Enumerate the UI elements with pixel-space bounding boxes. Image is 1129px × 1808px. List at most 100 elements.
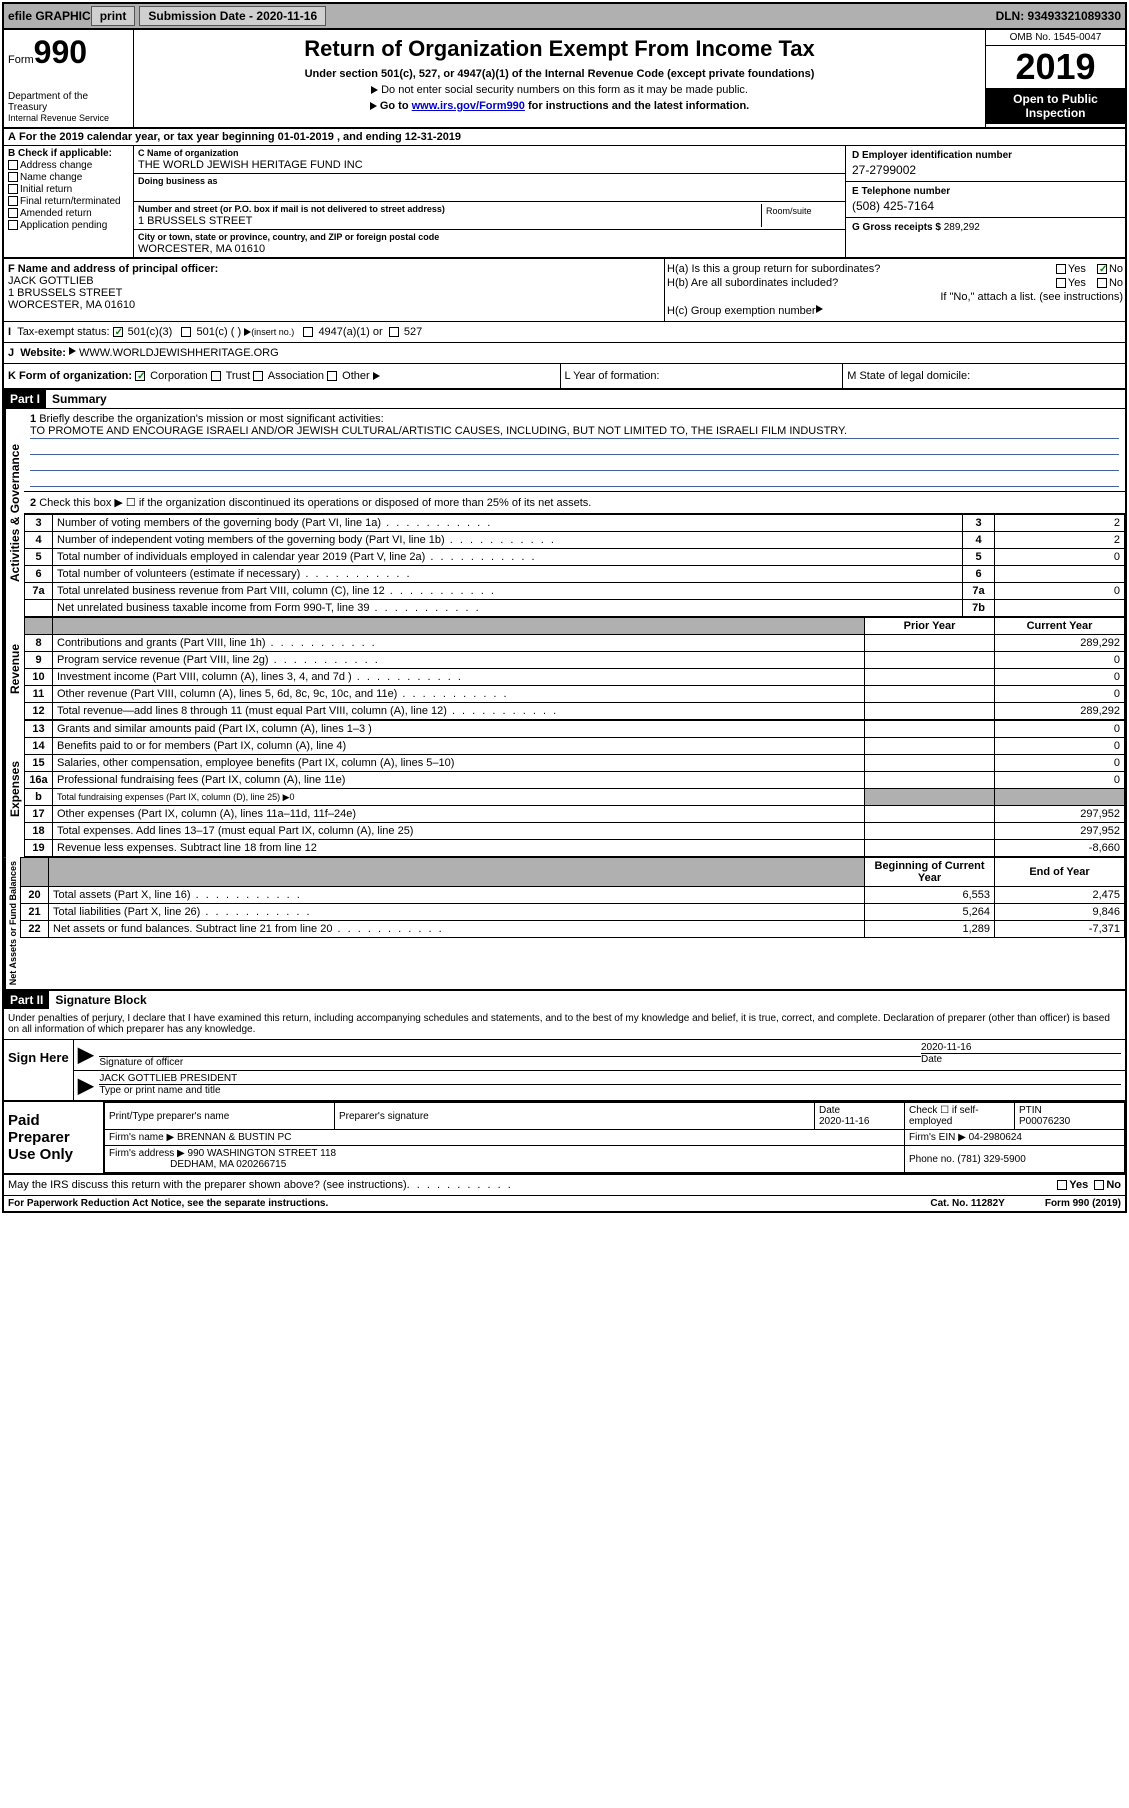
chk-other[interactable] (327, 371, 337, 381)
irs-link[interactable]: www.irs.gov/Form990 (412, 100, 525, 112)
firm-phone-value: (781) 329-5900 (957, 1154, 1025, 1165)
chk-527[interactable] (389, 327, 399, 337)
j-label: J (8, 347, 14, 359)
hb-no[interactable] (1097, 278, 1107, 288)
discuss-label: May the IRS discuss this return with the… (8, 1179, 407, 1191)
triangle-icon (371, 86, 378, 94)
line-1: 1 Briefly describe the organization's mi… (24, 409, 1125, 492)
ein-value: 27-2799002 (852, 163, 1119, 177)
phone-value: (508) 425-7164 (852, 199, 1119, 213)
open-inspection: Open to Public Inspection (986, 88, 1125, 124)
dba-value (138, 187, 841, 199)
form-label: Form (8, 54, 34, 66)
chk-amended-return[interactable]: Amended return (8, 208, 129, 219)
part1-header: Part I Summary (4, 390, 1125, 408)
ha-label: H(a) Is this a group return for subordin… (667, 263, 880, 275)
preparer-table: Print/Type preparer's name Preparer's si… (104, 1102, 1125, 1173)
mission-text: TO PROMOTE AND ENCOURAGE ISRAELI AND/OR … (30, 425, 1119, 439)
blank-line (30, 441, 1119, 455)
prep-date-label: Date (819, 1105, 840, 1116)
hb-label: H(b) Are all subordinates included? (667, 277, 838, 289)
chk-final-return[interactable]: Final return/terminated (8, 196, 129, 207)
header-mid: Return of Organization Exempt From Incom… (134, 30, 985, 127)
chk-corp[interactable] (135, 371, 145, 381)
part2-title: Signature Block (49, 991, 152, 1009)
discuss-no[interactable] (1094, 1180, 1104, 1190)
column-b: B Check if applicable: Address change Na… (4, 146, 134, 257)
irs-label: Internal Revenue Service (8, 113, 129, 123)
chk-501c[interactable] (181, 327, 191, 337)
addr-value: 1 BRUSSELS STREET (138, 215, 761, 227)
chk-assoc[interactable] (253, 371, 263, 381)
ha-yes[interactable] (1056, 264, 1066, 274)
hb-yes[interactable] (1056, 278, 1066, 288)
sign-here: Sign Here ▶ Signature of officer 2020-11… (4, 1040, 1125, 1102)
chk-trust[interactable] (211, 371, 221, 381)
prep-date-value: 2020-11-16 (819, 1116, 869, 1127)
print-button[interactable]: print (91, 6, 136, 26)
form-title: Return of Organization Exempt From Incom… (138, 36, 981, 62)
column-d-g: D Employer identification number 27-2799… (845, 146, 1125, 257)
city-label: City or town, state or province, country… (138, 232, 841, 242)
triangle-icon (370, 102, 377, 110)
firm-ein-value: 04-2980624 (969, 1132, 1022, 1143)
chk-initial-return[interactable]: Initial return (8, 184, 129, 195)
hb-note: If "No," attach a list. (see instruction… (667, 291, 1123, 303)
section-f-h: F Name and address of principal officer:… (4, 259, 1125, 322)
firm-city-value: DEDHAM, MA 020266715 (170, 1159, 286, 1170)
paid-preparer: Paid Preparer Use Only Print/Type prepar… (4, 1102, 1125, 1175)
efile-label: efile GRAPHIC (8, 9, 91, 23)
tax-year: 2019 (986, 46, 1125, 88)
firm-addr-value: 990 WASHINGTON STREET 118 (188, 1148, 337, 1159)
triangle-icon (816, 305, 823, 313)
sig-date-label: Date (921, 1054, 1121, 1065)
chk-app-pending[interactable]: Application pending (8, 220, 129, 231)
paperwork-notice: For Paperwork Reduction Act Notice, see … (8, 1198, 328, 1209)
chk-name-change[interactable]: Name change (8, 172, 129, 183)
topbar: efile GRAPHIC print Submission Date - 20… (4, 4, 1125, 30)
summary-expenses: Expenses 13Grants and similar amounts pa… (4, 720, 1125, 857)
header-right: OMB No. 1545-0047 2019 Open to Public In… (985, 30, 1125, 127)
chk-501c3[interactable] (113, 327, 123, 337)
chk-4947[interactable] (303, 327, 313, 337)
ssn-note: Do not enter social security numbers on … (138, 84, 981, 96)
addr-label: Number and street (or P.O. box if mail i… (138, 204, 761, 214)
phone-label: E Telephone number (852, 186, 1119, 197)
part2-badge: Part II (4, 991, 49, 1009)
form-990-page: efile GRAPHIC print Submission Date - 20… (2, 2, 1127, 1213)
officer-name-title: JACK GOTTLIEB PRESIDENT (99, 1073, 1121, 1085)
summary-net-assets: Net Assets or Fund Balances Beginning of… (4, 857, 1125, 991)
part2-header: Part II Signature Block (4, 991, 1125, 1009)
ptin-value: P00076230 (1019, 1116, 1070, 1127)
form-header: Form990 Department of the Treasury Inter… (4, 30, 1125, 129)
instructions-link: Go to www.irs.gov/Form990 for instructio… (138, 100, 981, 112)
officer-addr2: WORCESTER, MA 01610 (8, 299, 660, 311)
perjury-declaration: Under penalties of perjury, I declare th… (4, 1009, 1125, 1040)
room-suite: Room/suite (761, 204, 841, 227)
gross-label: G Gross receipts $ (852, 222, 941, 233)
page-footer: For Paperwork Reduction Act Notice, see … (4, 1196, 1125, 1211)
blank-line (30, 457, 1119, 471)
dba-label: Doing business as (138, 176, 841, 186)
paid-preparer-label: Paid Preparer Use Only (4, 1102, 104, 1173)
table-net: Beginning of Current YearEnd of Year20To… (20, 857, 1125, 938)
firm-ein-label: Firm's EIN ▶ (909, 1132, 966, 1143)
self-employed-chk[interactable]: Check ☐ if self-employed (905, 1103, 1015, 1130)
section-j: J Website: WWW.WORLDJEWISHHERITAGE.ORG (4, 343, 1125, 364)
triangle-icon (373, 372, 380, 380)
prep-name-label: Print/Type preparer's name (109, 1111, 229, 1122)
ha-no[interactable] (1097, 264, 1107, 274)
section-b-through-g: B Check if applicable: Address change Na… (4, 146, 1125, 259)
k-form-org: K Form of organization: Corporation Trus… (4, 364, 561, 388)
ein-label: D Employer identification number (852, 150, 1119, 161)
firm-name-value: BRENNAN & BUSTIN PC (177, 1132, 291, 1143)
chk-address-change[interactable]: Address change (8, 160, 129, 171)
city-value: WORCESTER, MA 01610 (138, 243, 841, 255)
h-section: H(a) Is this a group return for subordin… (665, 259, 1125, 321)
side-exp: Expenses (4, 720, 24, 857)
firm-name-label: Firm's name ▶ (109, 1132, 174, 1143)
side-net: Net Assets or Fund Balances (4, 857, 20, 989)
side-rev: Revenue (4, 617, 24, 720)
discuss-yes[interactable] (1057, 1180, 1067, 1190)
form-number: 990 (34, 34, 87, 70)
